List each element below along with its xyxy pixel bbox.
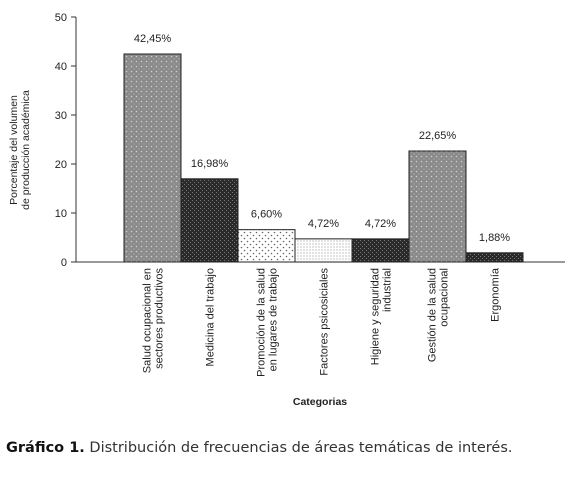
bar-value-label: 16,98%	[191, 158, 229, 170]
bar-1	[123, 53, 182, 263]
y-tick-label: 50	[55, 12, 67, 24]
y-tick-label: 0	[61, 257, 67, 269]
bar-chart: Porcentaje del volumende producción acad…	[8, 12, 565, 408]
bar-6	[408, 150, 467, 263]
category-label: Gestión de la saludocupacional	[427, 268, 451, 362]
figure-caption: Gráfico 1. Distribución de frecuencias d…	[6, 438, 576, 459]
bar-value-label: 4,72%	[365, 218, 396, 230]
bar-3	[237, 229, 296, 263]
caption-label: Gráfico 1.	[6, 440, 85, 456]
category-label: Medicina del trabajo	[205, 268, 217, 366]
category-labels: Salud ocupacional ensectores productivos…	[142, 267, 502, 377]
y-tick-label: 30	[55, 110, 67, 122]
y-axis-title: Porcentaje del volumende producción acad…	[8, 90, 32, 210]
bar-value-labels: 42,45% 16,98% 6,60% 4,72% 4,72% 22,65% 1,88%	[134, 33, 510, 244]
bar-value-label: 4,72%	[308, 218, 339, 230]
category-label: Ergonomía	[490, 267, 502, 322]
x-axis-title: Categorias	[293, 396, 347, 408]
y-tick-label: 40	[55, 61, 67, 73]
y-axis-title-text: Porcentaje del volumende producción acad…	[8, 90, 32, 210]
bar-7	[465, 252, 524, 263]
bars	[123, 53, 524, 263]
category-label: Factores psicosiciales	[319, 268, 331, 376]
bar-value-label: 22,65%	[419, 130, 457, 142]
bar-value-label: 1,88%	[479, 232, 510, 244]
y-tick-label: 10	[55, 208, 67, 220]
caption-text: Distribución de frecuencias de áreas tem…	[84, 440, 513, 456]
y-tick-label: 20	[55, 159, 67, 171]
category-label: Salud ocupacional ensectores productivos	[142, 268, 166, 374]
category-label: Promoción de la saluden lugares de traba…	[256, 268, 280, 377]
bar-value-label: 42,45%	[134, 33, 172, 45]
category-label: Higiene y seguridadindustrial	[370, 268, 394, 365]
bar-2	[180, 178, 239, 263]
bar-4	[294, 238, 353, 263]
bar-value-label: 6,60%	[251, 209, 282, 221]
bar-5	[351, 238, 410, 263]
